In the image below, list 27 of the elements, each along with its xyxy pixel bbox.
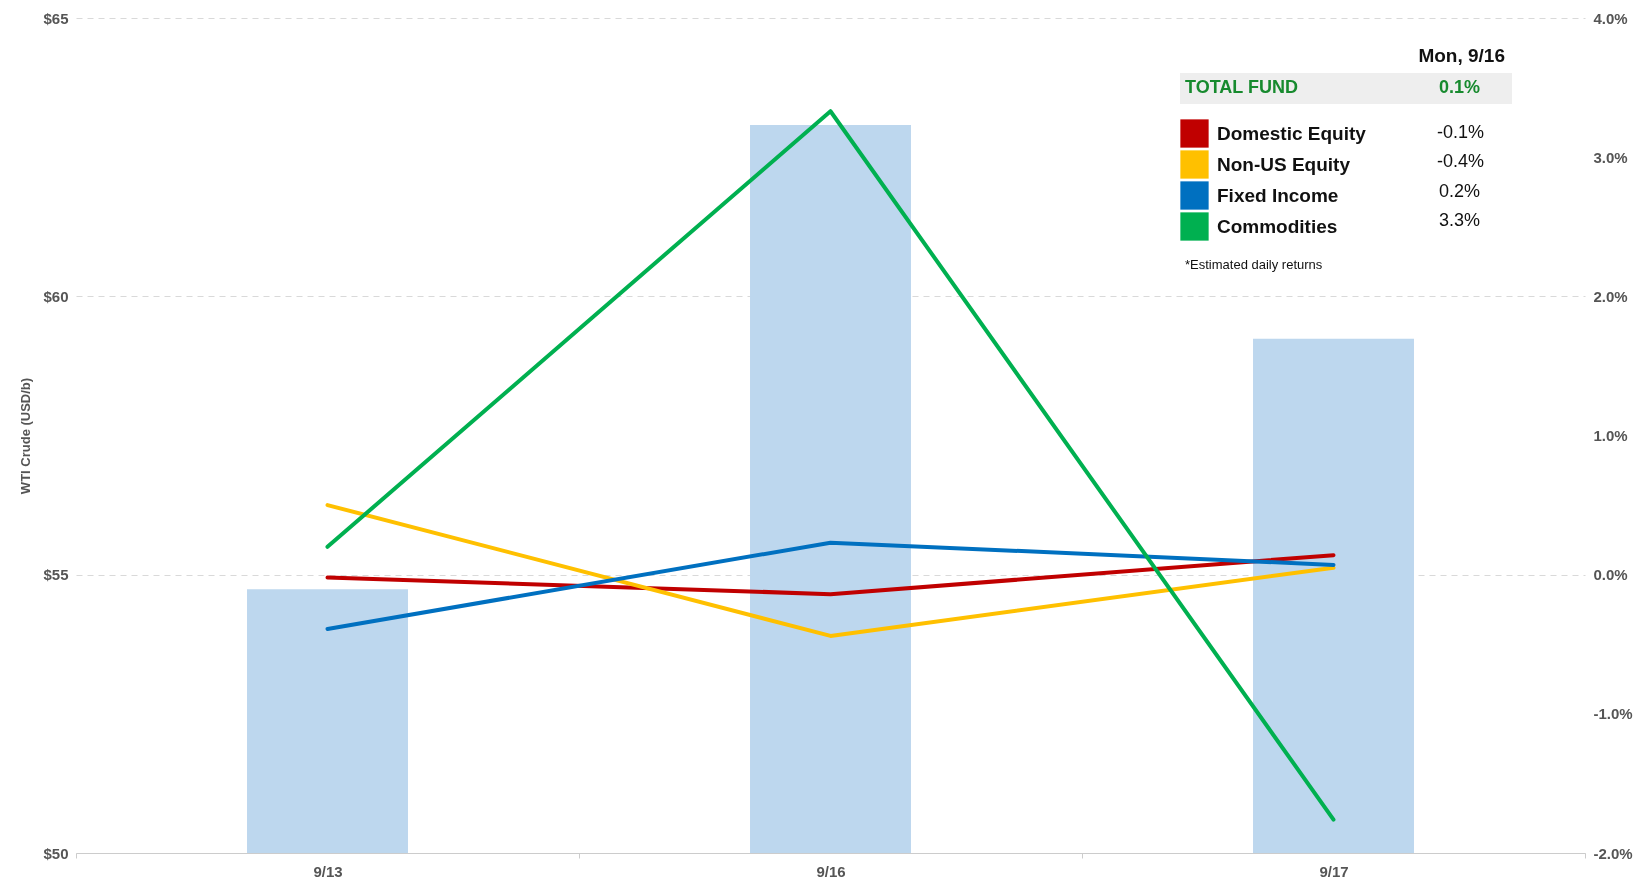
annotation: *Estimated daily returns bbox=[1185, 257, 1323, 272]
x-tick-label: 9/17 bbox=[1319, 862, 1349, 880]
legend-label: Fixed Income bbox=[1217, 184, 1339, 206]
y-tick-label: $55 bbox=[43, 566, 69, 584]
y2-tick-label: 4.0% bbox=[1593, 9, 1628, 27]
legend-label: Domestic Equity bbox=[1217, 122, 1367, 144]
y2-tick-label: 0.0% bbox=[1593, 566, 1628, 584]
legend-label: Commodities bbox=[1217, 215, 1338, 237]
annotation: 0.2% bbox=[1438, 181, 1480, 202]
x-tick-label: 9/16 bbox=[816, 862, 846, 880]
y2-tick-label: 2.0% bbox=[1593, 287, 1628, 305]
annotation: TOTAL FUND bbox=[1185, 77, 1298, 98]
annotation: -0.1% bbox=[1436, 122, 1484, 143]
legend-label: Non-US Equity bbox=[1217, 153, 1351, 175]
annotation: 0.1% bbox=[1438, 77, 1480, 98]
annotation: Mon, 9/16 bbox=[1418, 45, 1505, 67]
x-tick-label: 9/13 bbox=[313, 862, 343, 880]
y-axis-title: WTI Crude (USD/b) bbox=[18, 377, 34, 495]
y2-tick-label: -1.0% bbox=[1593, 705, 1633, 723]
annotation: -0.4% bbox=[1436, 151, 1484, 172]
annotation: 3.3% bbox=[1438, 210, 1480, 231]
y-tick-label: $50 bbox=[43, 844, 69, 862]
y2-tick-label: 3.0% bbox=[1593, 148, 1628, 166]
y-tick-label: $60 bbox=[43, 287, 69, 305]
y-tick-label: $65 bbox=[43, 9, 69, 27]
y2-tick-label: 1.0% bbox=[1593, 427, 1628, 444]
y2-tick-label: -2.0% bbox=[1593, 844, 1633, 862]
